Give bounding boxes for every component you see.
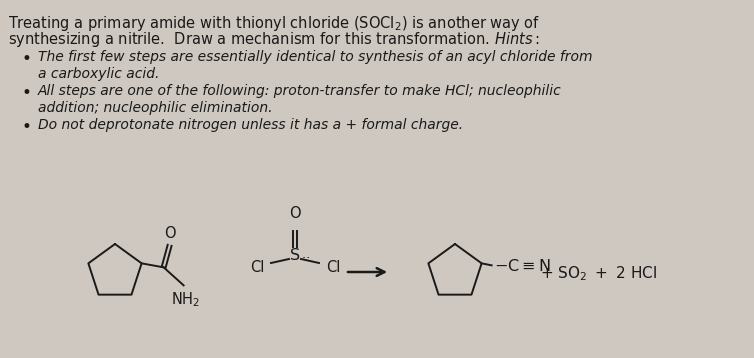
Text: NH$_2$: NH$_2$ xyxy=(171,290,200,309)
Text: a carboxylic acid.: a carboxylic acid. xyxy=(38,67,159,81)
Text: ··: ·· xyxy=(302,252,314,265)
Text: Treating a primary amide with thionyl chloride (SOCl$_2$) is another way of: Treating a primary amide with thionyl ch… xyxy=(8,14,541,33)
Text: The first few steps are essentially identical to synthesis of an acyl chloride f: The first few steps are essentially iden… xyxy=(38,50,593,64)
Text: addition; nucleophilic elimination.: addition; nucleophilic elimination. xyxy=(38,101,272,115)
Text: •: • xyxy=(22,50,32,68)
Text: •: • xyxy=(22,118,32,136)
Text: O: O xyxy=(164,226,176,241)
Text: synthesizing a nitrile.  Draw a mechanism for this transformation. $\it{Hints:}$: synthesizing a nitrile. Draw a mechanism… xyxy=(8,30,540,49)
Text: All steps are one of the following: proton-transfer to make HCl; nucleophilic: All steps are one of the following: prot… xyxy=(38,84,562,98)
Text: Cl: Cl xyxy=(250,260,264,275)
Text: O: O xyxy=(290,206,301,221)
Text: •: • xyxy=(22,84,32,102)
Text: Cl: Cl xyxy=(326,260,340,275)
Text: S: S xyxy=(290,247,300,262)
Text: $+\ \mathrm{SO_2}\ +\ 2\ \mathrm{HCl}$: $+\ \mathrm{SO_2}\ +\ 2\ \mathrm{HCl}$ xyxy=(540,265,657,283)
Text: Do not deprotonate nitrogen unless it has a + formal charge.: Do not deprotonate nitrogen unless it ha… xyxy=(38,118,463,132)
Text: $-$C$\equiv$N: $-$C$\equiv$N xyxy=(494,258,550,274)
